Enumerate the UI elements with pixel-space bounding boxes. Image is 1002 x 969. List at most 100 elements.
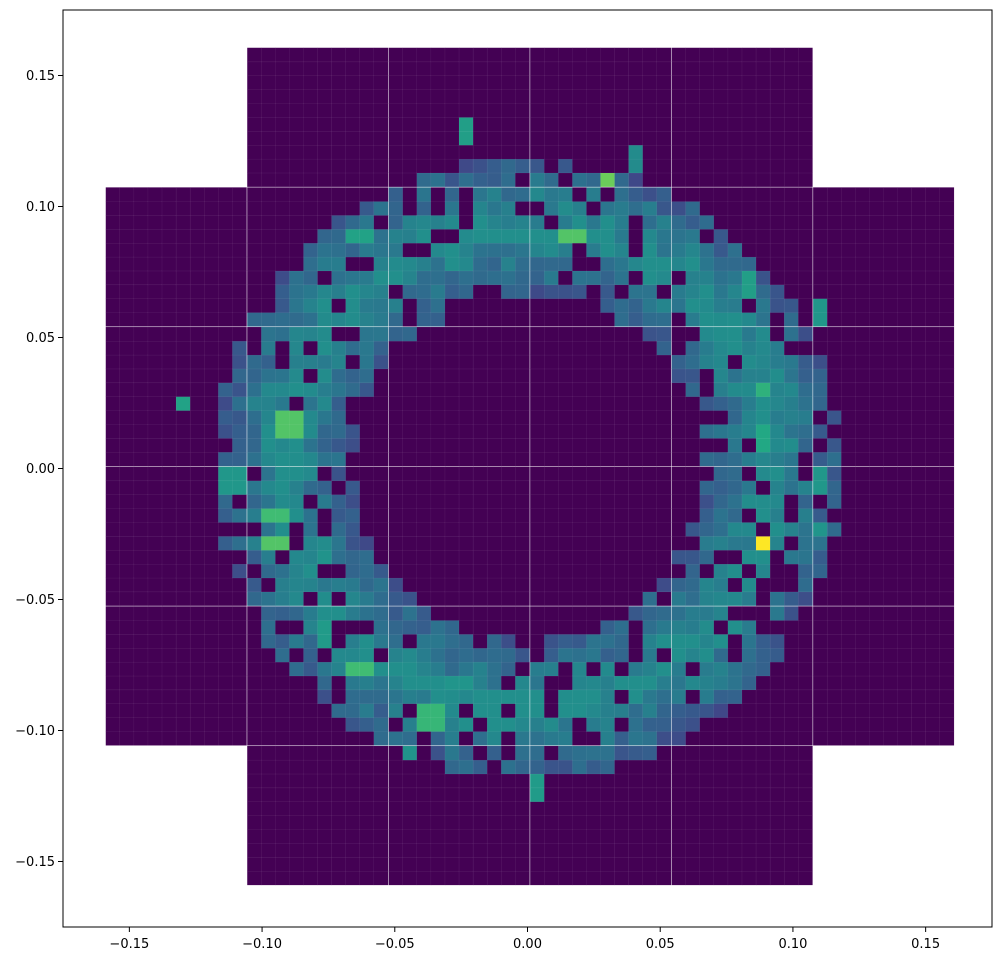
heatmap-cell xyxy=(444,201,460,216)
heatmap-cell xyxy=(685,689,701,705)
heatmap-cell xyxy=(911,508,927,523)
heatmap-cell xyxy=(544,633,559,649)
heatmap-cell xyxy=(119,675,135,691)
heatmap-cell xyxy=(614,620,630,635)
heatmap-cell xyxy=(147,228,163,244)
heatmap-cell xyxy=(416,382,432,397)
heatmap-cell xyxy=(189,214,205,230)
heatmap-cell xyxy=(444,815,460,830)
heatmap-cell xyxy=(147,437,163,453)
heatmap-cell xyxy=(826,591,842,607)
heatmap-cell xyxy=(373,620,389,635)
heatmap-cell xyxy=(628,340,644,356)
heatmap-cell xyxy=(713,242,729,258)
heatmap-cell xyxy=(458,731,474,746)
heatmap-cell xyxy=(289,549,304,565)
heatmap-cell xyxy=(261,759,276,775)
heatmap-cell xyxy=(572,801,587,816)
heatmap-cell xyxy=(345,522,361,537)
heatmap-cell xyxy=(373,535,389,551)
heatmap-cell xyxy=(656,759,672,775)
heatmap-cell xyxy=(515,61,530,77)
heatmap-cell xyxy=(458,228,474,244)
heatmap-cell xyxy=(685,116,701,132)
heatmap-cell xyxy=(558,563,573,579)
heatmap-cell xyxy=(303,410,319,425)
heatmap-cell xyxy=(218,326,233,342)
heatmap-cell xyxy=(939,647,955,663)
heatmap-cell xyxy=(119,620,135,635)
heatmap-cell xyxy=(755,480,771,495)
heatmap-cell xyxy=(303,689,319,705)
heatmap-cell xyxy=(416,298,432,313)
heatmap-cell xyxy=(275,856,290,872)
heatmap-cell xyxy=(232,354,247,370)
heatmap-cell xyxy=(600,620,616,635)
heatmap-cell xyxy=(628,382,644,397)
heatmap-cell xyxy=(133,326,149,342)
heatmap-cell xyxy=(444,759,460,775)
heatmap-cell xyxy=(755,577,771,593)
heatmap-cell xyxy=(699,312,715,327)
heatmap-cell xyxy=(218,577,233,593)
heatmap-cell xyxy=(232,675,247,691)
heatmap-cell xyxy=(798,466,813,482)
heatmap-cell xyxy=(303,396,319,411)
heatmap-cell xyxy=(388,842,404,858)
heatmap-cell xyxy=(331,829,347,844)
heatmap-cell xyxy=(261,228,276,244)
heatmap-cell xyxy=(331,451,347,467)
heatmap-cell xyxy=(275,242,290,258)
heatmap-cell xyxy=(685,773,701,789)
heatmap-cell xyxy=(359,466,375,482)
heatmap-cell xyxy=(105,675,121,691)
heatmap-cell xyxy=(515,424,530,439)
heatmap-cell xyxy=(458,563,474,579)
heatmap-cell xyxy=(444,242,460,258)
heatmap-cell xyxy=(501,368,516,384)
heatmap-cell xyxy=(247,535,262,551)
heatmap-cell xyxy=(303,549,319,565)
heatmap-cell xyxy=(755,201,771,216)
heatmap-cell xyxy=(855,494,870,509)
heatmap-cell xyxy=(699,103,715,118)
heatmap-cell xyxy=(317,577,333,593)
heatmap-cell xyxy=(515,549,530,565)
heatmap-cell xyxy=(727,842,743,858)
heatmap-cell xyxy=(388,647,404,663)
heatmap-cell xyxy=(388,116,404,132)
heatmap-cell xyxy=(444,326,460,342)
heatmap-cell xyxy=(275,773,290,789)
heatmap-cell xyxy=(685,75,701,90)
heatmap-cell xyxy=(472,508,488,523)
heatmap-cell xyxy=(544,451,559,467)
heatmap-cell xyxy=(642,480,658,495)
heatmap-cell xyxy=(544,201,559,216)
heatmap-cell xyxy=(317,410,333,425)
heatmap-cell xyxy=(642,326,658,342)
heatmap-cell xyxy=(939,382,955,397)
heatmap-cell xyxy=(247,508,262,523)
heatmap-cell xyxy=(402,842,418,858)
heatmap-cell xyxy=(430,298,446,313)
heatmap-cell xyxy=(755,326,771,342)
heatmap-cell xyxy=(147,284,163,299)
heatmap-cell xyxy=(161,647,177,663)
heatmap-cell xyxy=(416,410,432,425)
heatmap-cell xyxy=(359,480,375,495)
heatmap-cell xyxy=(826,675,842,691)
heatmap-cell xyxy=(586,214,601,230)
heatmap-cell xyxy=(869,535,884,551)
heatmap-cell xyxy=(628,47,644,63)
heatmap-cell xyxy=(628,494,644,509)
heatmap-cell xyxy=(501,424,516,439)
heatmap-cell xyxy=(713,187,729,202)
heatmap-cell xyxy=(331,563,347,579)
heatmap-cell xyxy=(741,201,757,216)
heatmap-cell xyxy=(685,228,701,244)
heatmap-cell xyxy=(501,856,516,872)
heatmap-cell xyxy=(897,242,913,258)
heatmap-cell xyxy=(345,508,361,523)
heatmap-cell xyxy=(289,396,304,411)
heatmap-cell xyxy=(232,187,247,202)
